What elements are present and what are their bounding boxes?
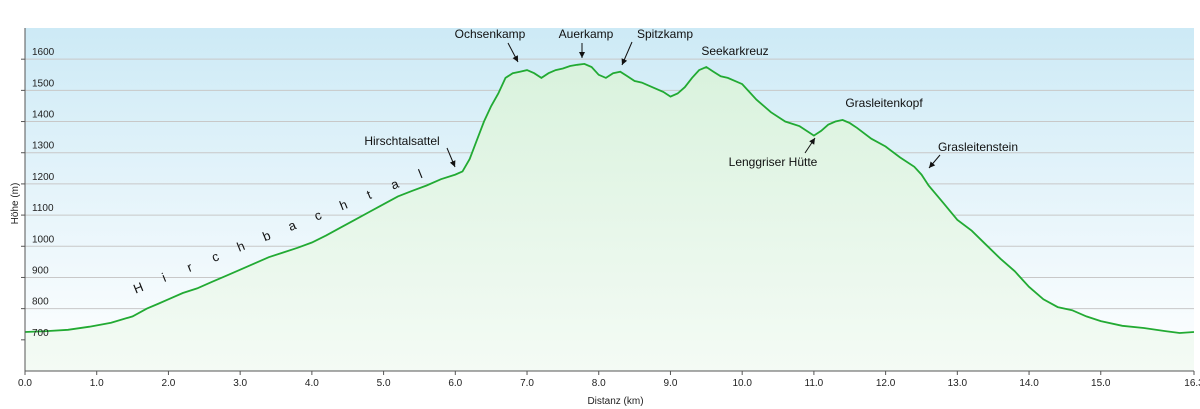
x-tick-label: 6.0	[448, 378, 462, 389]
x-tick-label: 7.0	[520, 378, 534, 389]
y-axis-title: Höhe (m)	[10, 183, 21, 225]
x-tick-label: 2.0	[161, 378, 175, 389]
x-tick-label: 10.0	[732, 378, 752, 389]
y-tick-label: 900	[32, 265, 49, 276]
x-tick-label: 9.0	[664, 378, 678, 389]
x-axis-title: Distanz (km)	[587, 396, 643, 407]
annotation-label: Auerkamp	[559, 27, 614, 41]
x-tick-label: 0.0	[18, 378, 32, 389]
y-tick-label: 1300	[32, 141, 55, 152]
y-tick-label: 1100	[32, 203, 54, 214]
y-tick-label: 800	[32, 297, 49, 308]
y-tick-label: 1000	[32, 234, 55, 245]
y-tick-label: 700	[32, 328, 49, 339]
x-tick-label: 5.0	[377, 378, 391, 389]
x-tick-label: 13.0	[948, 378, 968, 389]
x-tick-label: 4.0	[305, 378, 319, 389]
annotation-label: Ochsenkamp	[455, 27, 526, 41]
x-tick-label: 15.0	[1091, 378, 1111, 389]
x-tick-label: 1.0	[90, 378, 104, 389]
annotation-label: Hirschtalsattel	[364, 134, 439, 148]
y-tick-label: 1600	[32, 47, 55, 58]
x-tick-label: 11.0	[805, 378, 824, 389]
y-tick-label: 1500	[32, 78, 55, 89]
x-tick-label: 12.0	[876, 378, 896, 389]
x-tick-label: 16.3	[1184, 378, 1200, 389]
x-tick-label: 8.0	[592, 378, 606, 389]
annotation-label: Seekarkreuz	[701, 44, 768, 58]
annotation-label: Lenggriser Hütte	[729, 155, 818, 169]
x-tick-label: 3.0	[233, 378, 247, 389]
x-tick-label: 14.0	[1019, 378, 1039, 389]
annotation-label: Grasleitenkopf	[845, 96, 923, 110]
y-tick-label: 1200	[32, 172, 55, 183]
annotation-label: Spitzkamp	[637, 27, 693, 41]
annotation-label: Grasleitenstein	[938, 140, 1018, 154]
y-tick-label: 1400	[32, 110, 55, 121]
